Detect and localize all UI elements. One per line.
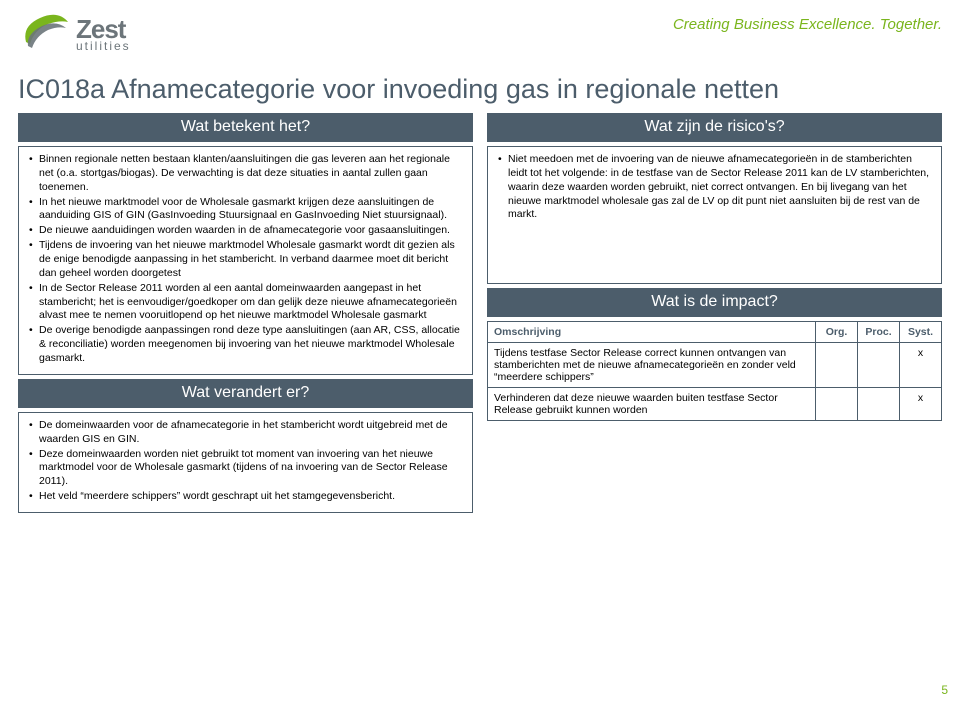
slide-page: Zest utilities Creating Business Excelle… (0, 0, 960, 703)
changes-heading: Wat verandert er? (18, 379, 473, 408)
brand-logo: Zest utilities (18, 12, 131, 56)
list-item: In de Sector Release 2011 worden al een … (27, 282, 464, 324)
cell-org (816, 388, 858, 421)
cell-syst: x (900, 343, 942, 388)
list-item: De overige benodigde aanpassingen rond d… (27, 324, 464, 366)
list-item: Binnen regionale netten bestaan klanten/… (27, 153, 464, 195)
page-number: 5 (941, 683, 948, 697)
list-item: De nieuwe aanduidingen worden waarden in… (27, 224, 464, 238)
cell-proc (858, 343, 900, 388)
content-columns: Wat betekent het? Binnen regionale nette… (18, 113, 942, 517)
impact-heading: Wat is de impact? (487, 288, 942, 317)
list-item: Het veld “meerdere schippers” wordt gesc… (27, 490, 464, 504)
col-proc: Proc. (858, 322, 900, 343)
impact-table: Omschrijving Org. Proc. Syst. Tijdens te… (487, 321, 942, 421)
cell-syst: x (900, 388, 942, 421)
risks-box: Niet meedoen met de invoering van de nie… (487, 146, 942, 284)
list-item: Niet meedoen met de invoering van de nie… (496, 153, 933, 222)
leaf-icon (18, 12, 72, 56)
meaning-list: Binnen regionale netten bestaan klanten/… (27, 153, 464, 366)
logo-sub-text: utilities (76, 40, 131, 52)
cell-proc (858, 388, 900, 421)
risks-heading: Wat zijn de risico's? (487, 113, 942, 142)
list-item: Deze domeinwaarden worden niet gebruikt … (27, 448, 464, 490)
right-column: Wat zijn de risico's? Niet meedoen met d… (487, 113, 942, 517)
tagline: Creating Business Excellence. Together. (673, 16, 942, 33)
list-item: In het nieuwe marktmodel voor de Wholesa… (27, 196, 464, 224)
col-desc: Omschrijving (488, 322, 816, 343)
list-item: De domeinwaarden voor de afnamecategorie… (27, 419, 464, 447)
table-header-row: Omschrijving Org. Proc. Syst. (488, 322, 942, 343)
list-item: Tijdens de invoering van het nieuwe mark… (27, 239, 464, 281)
col-syst: Syst. (900, 322, 942, 343)
table-row: Verhinderen dat deze nieuwe waarden buit… (488, 388, 942, 421)
header: Zest utilities Creating Business Excelle… (18, 12, 942, 62)
changes-list: De domeinwaarden voor de afnamecategorie… (27, 419, 464, 504)
meaning-box: Binnen regionale netten bestaan klanten/… (18, 146, 473, 375)
left-column: Wat betekent het? Binnen regionale nette… (18, 113, 473, 517)
table-row: Tijdens testfase Sector Release correct … (488, 343, 942, 388)
cell-org (816, 343, 858, 388)
changes-box: De domeinwaarden voor de afnamecategorie… (18, 412, 473, 513)
page-title: IC018a Afnamecategorie voor invoeding ga… (18, 74, 942, 105)
risks-list: Niet meedoen met de invoering van de nie… (496, 153, 933, 222)
cell-desc: Tijdens testfase Sector Release correct … (488, 343, 816, 388)
cell-desc: Verhinderen dat deze nieuwe waarden buit… (488, 388, 816, 421)
meaning-heading: Wat betekent het? (18, 113, 473, 142)
col-org: Org. (816, 322, 858, 343)
